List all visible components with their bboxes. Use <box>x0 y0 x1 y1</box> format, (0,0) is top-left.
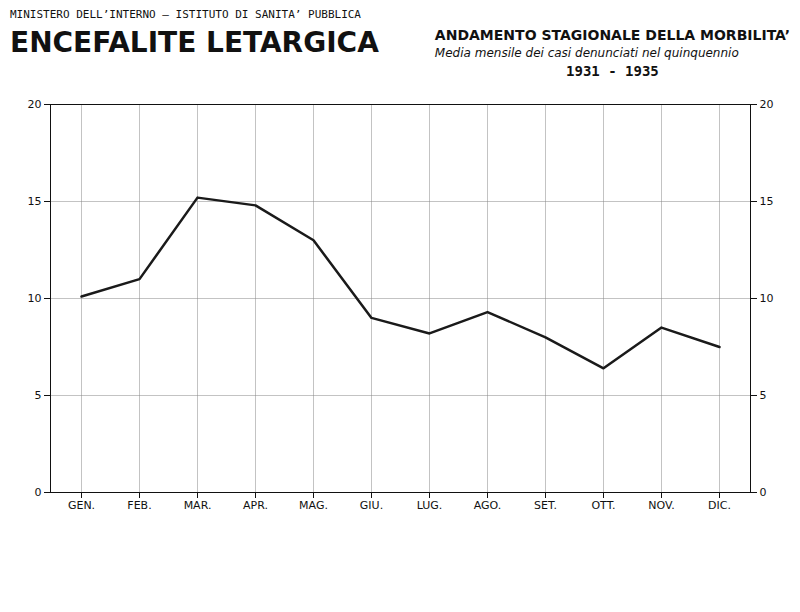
svg-text:10: 10 <box>28 292 42 305</box>
svg-text:10: 10 <box>760 292 774 305</box>
html-text:ENCEFALITE LETARGICA: ENCEFALITE LETARGICA <box>10 26 379 59</box>
svg-text:5: 5 <box>35 389 42 402</box>
html-text:MINISTERO DELL’INTERNO – ISTIT: MINISTERO DELL’INTERNO – ISTITUTO DI SAN… <box>10 8 361 21</box>
svg-text:FEB.: FEB. <box>127 499 151 512</box>
svg-text:0: 0 <box>760 486 767 499</box>
svg-text:AGO.: AGO. <box>474 499 502 512</box>
svg-text:SET.: SET. <box>534 499 557 512</box>
svg-text:MAG.: MAG. <box>299 499 328 512</box>
svg-text:MAR.: MAR. <box>184 499 212 512</box>
svg-text:20: 20 <box>28 98 42 111</box>
svg-text:0: 0 <box>35 486 42 499</box>
svg-text:LUG.: LUG. <box>417 499 443 512</box>
html-text:Media mensile dei casi denunci: Media mensile dei casi denunciati nel qu… <box>434 46 739 60</box>
svg-text:15: 15 <box>28 195 42 208</box>
svg-text:NOV.: NOV. <box>648 499 674 512</box>
svg-text:GIU.: GIU. <box>360 499 383 512</box>
html-text:1931 - 1935: 1931 - 1935 <box>566 63 659 79</box>
svg-text:5: 5 <box>760 389 767 402</box>
html-text:ANDAMENTO STAGIONALE DELLA MOR: ANDAMENTO STAGIONALE DELLA MORBILITA’ <box>434 27 790 43</box>
svg-text:DIC.: DIC. <box>708 499 731 512</box>
svg-text:15: 15 <box>760 195 774 208</box>
svg-text:APR.: APR. <box>243 499 268 512</box>
svg-text:20: 20 <box>760 98 774 111</box>
svg-text:OTT.: OTT. <box>591 499 615 512</box>
svg-text:GEN.: GEN. <box>68 499 95 512</box>
